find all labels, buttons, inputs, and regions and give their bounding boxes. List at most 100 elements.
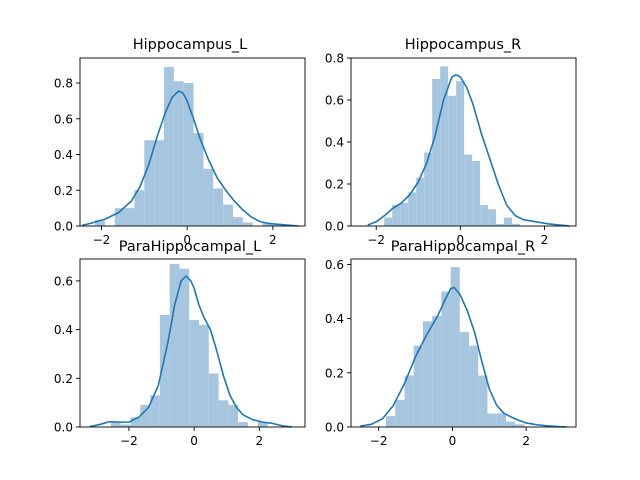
plot-area-parahippocampal-r: 0.0 0.2 0.4 0.6 −2 0 2 — [325, 258, 577, 448]
histogram-bar — [480, 205, 489, 226]
x-tick-label: 2 — [541, 233, 549, 247]
y-tick-label: 0.6 — [325, 94, 344, 108]
histogram-bar — [208, 373, 219, 427]
subplot-title: ParaHippocampal_R — [391, 239, 535, 255]
kde-curve — [89, 275, 293, 428]
x-tick-label: 2 — [522, 434, 530, 448]
histogram-bar — [404, 375, 414, 427]
histogram-bar — [173, 81, 184, 226]
histogram-bar — [459, 332, 470, 427]
histogram-bars — [384, 66, 521, 227]
axes-frame — [79, 258, 306, 428]
histogram-bar — [223, 204, 233, 226]
kde-curve — [360, 286, 567, 428]
y-tick-label: 0.6 — [325, 258, 344, 272]
histogram-bar — [422, 321, 433, 427]
histogram-bar — [159, 315, 170, 427]
histogram-bar — [144, 140, 155, 226]
x-tick-label: −2 — [367, 233, 385, 247]
subplot-title: ParaHippocampal_L — [119, 239, 261, 255]
histogram-bar — [164, 66, 174, 226]
histogram-bar — [472, 160, 481, 226]
histogram-bar — [384, 217, 393, 226]
histogram-bar — [257, 422, 268, 427]
histogram-bar — [262, 222, 273, 226]
x-tick-label: −2 — [93, 233, 111, 247]
histogram-bar — [424, 152, 433, 226]
histogram-bar — [496, 223, 505, 226]
plot-area-hippocampus-r: 0.0 0.2 0.4 0.6 0.8 −2 0 2 — [325, 52, 577, 247]
plot-area-parahippocampal-l: 0.0 0.2 0.4 0.6 −2 0 2 — [54, 258, 306, 448]
histogram-bar — [386, 416, 396, 427]
histogram-bar — [233, 217, 243, 226]
histogram-bar — [456, 81, 465, 226]
histogram-bar — [408, 192, 417, 226]
x-tick-label: 0 — [457, 233, 465, 247]
axes-frame — [79, 57, 306, 227]
histogram-bar — [487, 413, 497, 427]
subplot-hippocampus-l: Hippocampus_L 0.0 0.2 0.4 0.6 0.8 −2 0 2 — [54, 37, 306, 247]
y-tick-label: 0.0 — [325, 220, 344, 234]
x-tick-label: 0 — [190, 434, 198, 448]
histogram-bar — [515, 424, 525, 427]
histogram-bar — [505, 421, 516, 427]
histogram-bar — [183, 83, 194, 227]
histogram-bars — [95, 66, 283, 227]
histogram-bar — [120, 424, 131, 427]
y-tick-label: 0.4 — [325, 136, 344, 150]
x-tick-label: 2 — [269, 233, 277, 247]
y-tick-label: 0.0 — [54, 421, 73, 435]
histogram-bars — [110, 263, 268, 427]
histogram-bar — [189, 319, 200, 427]
histogram-bar — [199, 324, 209, 427]
subplot-parahippocampal-l: ParaHippocampal_L 0.0 0.2 0.4 0.6 −2 0 2 — [54, 239, 306, 448]
y-tick-label: 0.4 — [54, 323, 73, 337]
y-tick-label: 0.2 — [325, 366, 344, 380]
subplot-title: Hippocampus_L — [133, 37, 247, 53]
histogram-bar — [124, 208, 135, 226]
x-tick-label: −2 — [370, 434, 388, 448]
y-tick-label: 0.6 — [54, 274, 73, 288]
histogram-bar — [413, 345, 423, 427]
y-tick-label: 0.6 — [54, 112, 73, 126]
y-tick-label: 0.4 — [54, 148, 73, 162]
y-tick-label: 0.0 — [54, 220, 73, 234]
kde-curve — [81, 90, 299, 227]
histogram-bar — [114, 208, 125, 226]
histogram-bar — [504, 217, 513, 226]
histogram-bar — [169, 263, 180, 427]
histogram-bar — [110, 422, 121, 427]
histogram-bar — [441, 291, 451, 427]
y-tick-label: 0.8 — [54, 77, 73, 91]
histogram-bar — [478, 375, 488, 427]
y-tick-label: 0.2 — [54, 372, 73, 386]
histogram-bar — [432, 79, 441, 226]
histogram-bar — [448, 95, 457, 226]
histogram-bar — [440, 66, 449, 227]
histogram-bar — [272, 224, 283, 226]
histogram-bar — [392, 205, 401, 226]
subplot-title: Hippocampus_R — [405, 37, 521, 53]
histogram-bar — [228, 405, 239, 427]
subplot-hippocampus-r: Hippocampus_R 0.0 0.2 0.4 0.6 0.8 −2 0 2 — [325, 37, 577, 247]
histogram-bars — [386, 267, 525, 427]
histogram-bar — [416, 177, 425, 226]
histogram-bar — [140, 405, 151, 427]
histogram-bar — [512, 223, 521, 226]
histogram-bar — [469, 345, 479, 427]
histogram-bar — [213, 188, 224, 226]
x-tick-label: 0 — [449, 434, 457, 448]
histogram-bar — [242, 222, 253, 226]
histogram-bar — [150, 395, 160, 427]
histogram-bar — [488, 209, 497, 226]
histogram-bar — [134, 190, 145, 226]
histogram-bar — [238, 422, 248, 427]
histogram-bar — [496, 413, 506, 427]
y-tick-label: 0.2 — [325, 178, 344, 192]
histogram-bar — [130, 417, 141, 427]
plot-area-hippocampus-l: 0.0 0.2 0.4 0.6 0.8 −2 0 2 — [54, 57, 306, 247]
axes-frame — [350, 258, 577, 428]
y-tick-label: 0.4 — [325, 312, 344, 326]
y-tick-label: 0.8 — [325, 52, 344, 66]
